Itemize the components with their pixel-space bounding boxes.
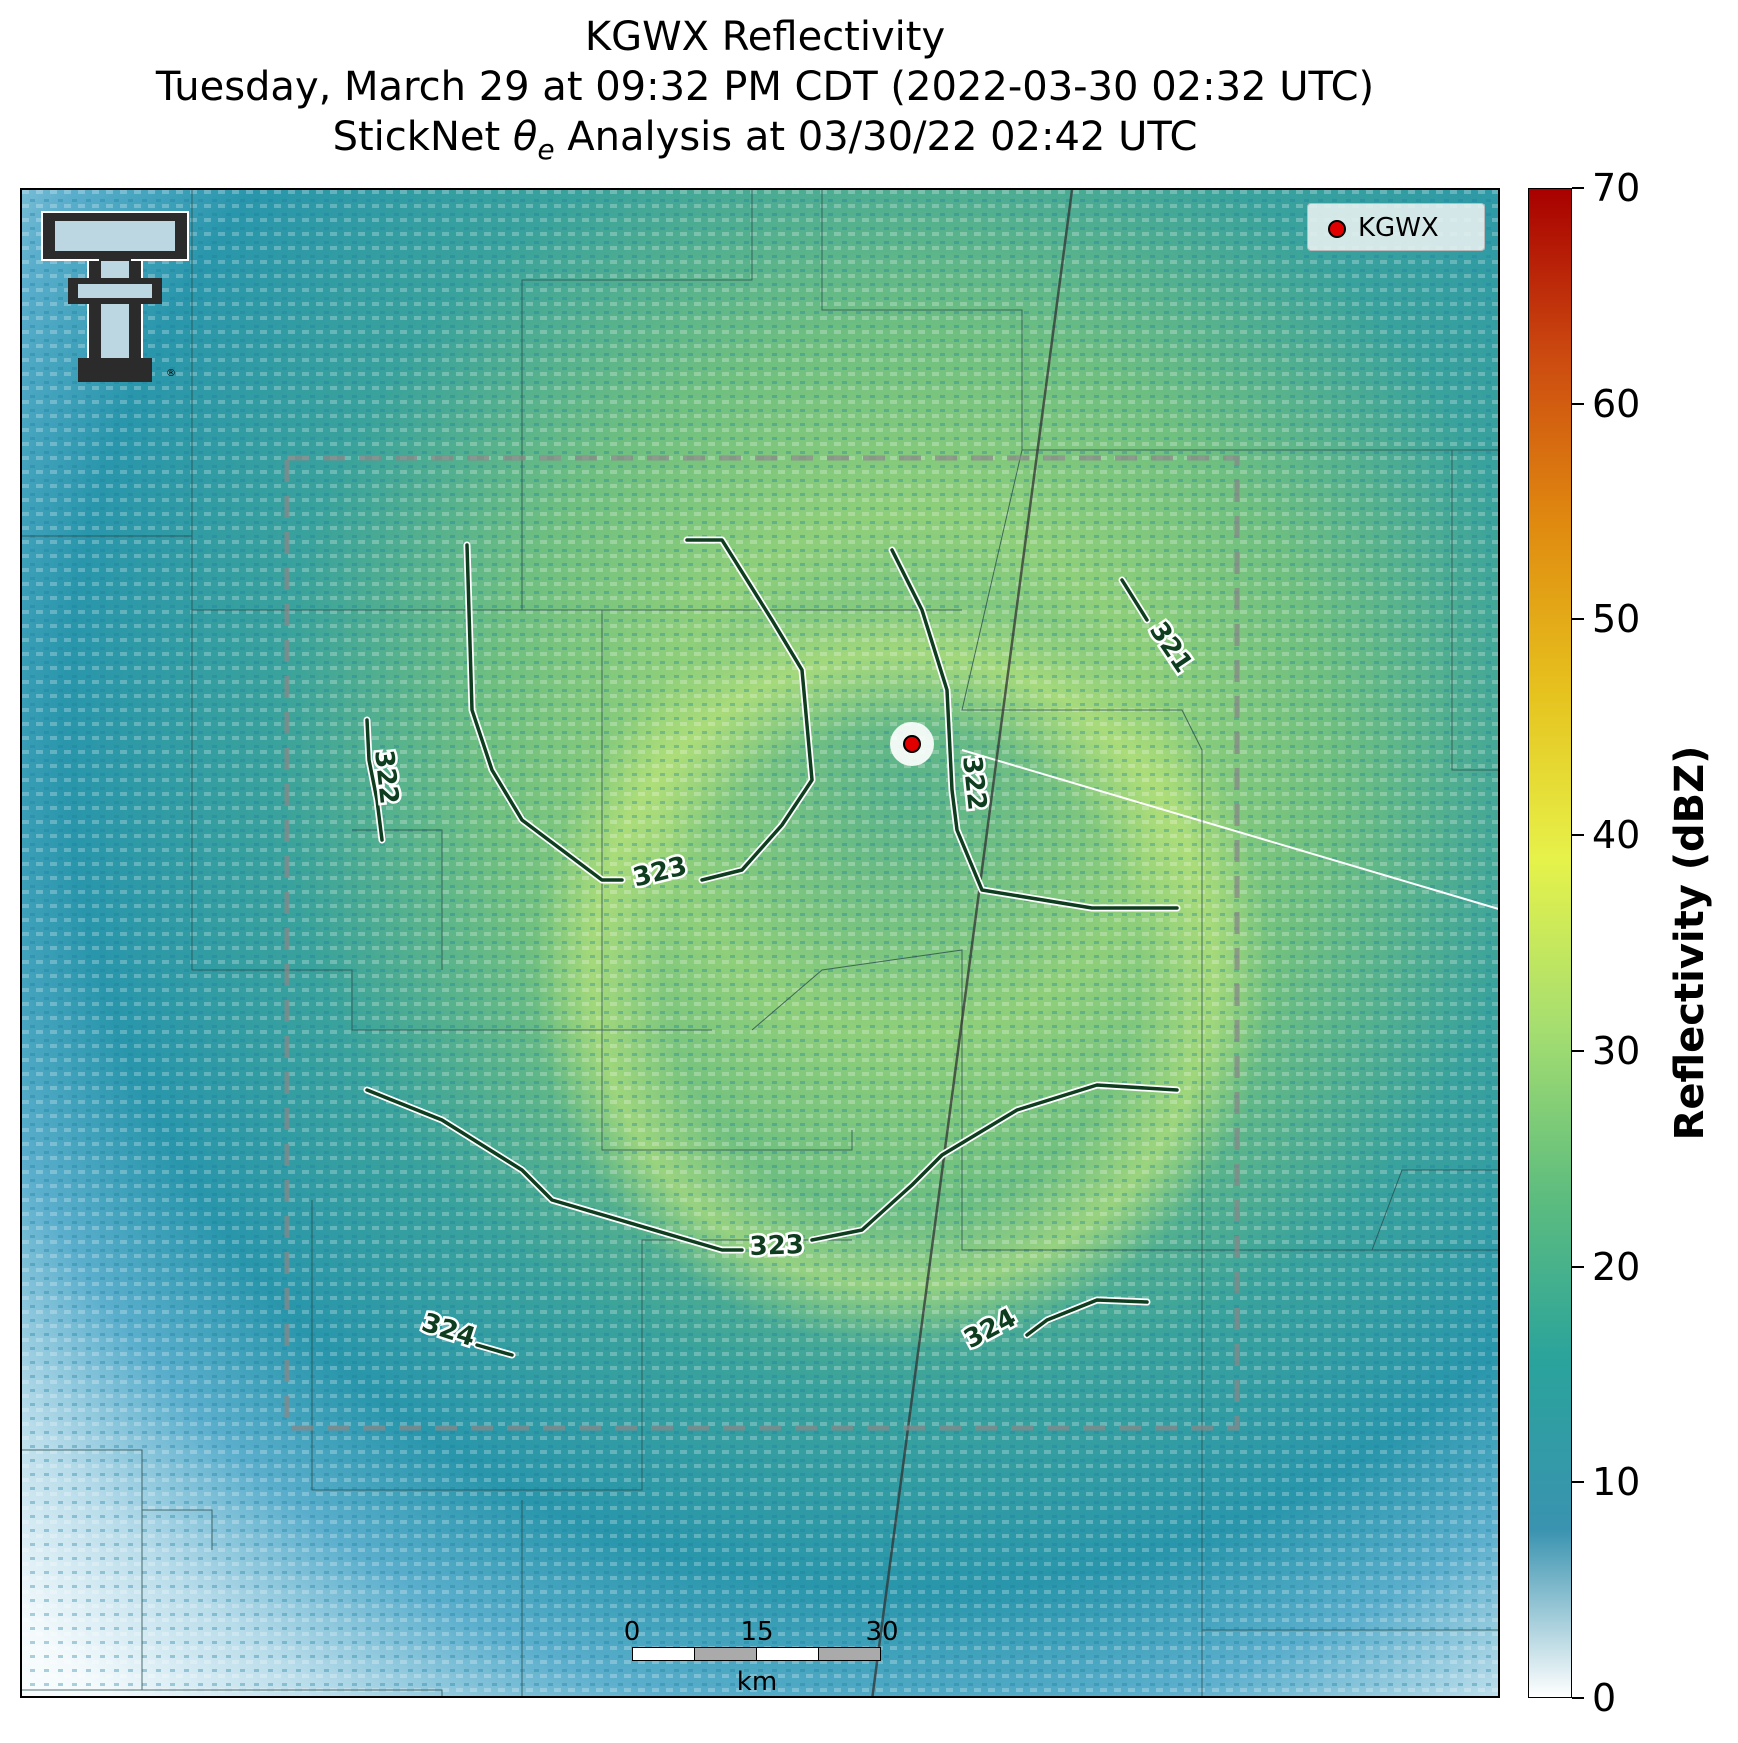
colorbar-tick [1572, 1049, 1584, 1052]
scale-bar-segment [818, 1647, 881, 1661]
theta-e-contours [363, 536, 1181, 1359]
contour-label: 322 [956, 755, 992, 812]
analysis-domain-box [284, 455, 1240, 1431]
scale-bar-label: 30 [865, 1617, 899, 1647]
colorbar-tick-label: 70 [1592, 166, 1641, 210]
colorbar-tick [1572, 618, 1584, 621]
title-line-3: StickNet θe Analysis at 03/30/22 02:42 U… [0, 114, 1530, 173]
title-line-2: Tuesday, March 29 at 09:32 PM CDT (2022-… [155, 64, 1375, 110]
highway-line [871, 190, 1074, 1696]
logo-registered-mark: ® [166, 368, 176, 379]
theta-symbol: θ [512, 114, 538, 160]
double-t-logo-icon: ® [40, 208, 190, 388]
colorbar-tick-label: 30 [1592, 1028, 1641, 1073]
colorbar-label: Reflectivity (dBZ) [1667, 745, 1713, 1141]
map-legend: KGWX [1307, 203, 1485, 251]
legend-label: KGWX [1358, 213, 1439, 243]
colorbar-tick [1572, 1481, 1584, 1484]
scale-bar-unit: km [736, 1667, 778, 1697]
title-line-1: KGWX Reflectivity [584, 14, 946, 60]
title-line-3-prefix: StickNet [332, 114, 513, 160]
radar-map[interactable]: 322 323 322 321 323 324 324 ® [20, 188, 1500, 1698]
scale-bar-segment [694, 1647, 757, 1661]
radar-site-marker [903, 735, 921, 753]
colorbar-tick-label: 60 [1592, 381, 1641, 426]
colorbar-tick-label: 10 [1592, 1460, 1641, 1505]
contour-label: 323 [749, 1230, 804, 1262]
colorbar-tick [1572, 402, 1584, 405]
scale-bar: 0 15 30 km [624, 1617, 899, 1697]
colorbar [1528, 188, 1572, 1698]
scale-bar-label: 15 [740, 1617, 774, 1647]
colorbar-tick-label: 50 [1592, 597, 1641, 642]
radar-site-legend-marker [1328, 220, 1346, 238]
contour-label: 322 [368, 749, 404, 806]
radar-map-canvas: 322 323 322 321 323 324 324 [22, 190, 1498, 1696]
title-line-3-suffix: Analysis at 03/30/22 02:42 UTC [554, 114, 1198, 160]
colorbar-tick [1572, 834, 1584, 837]
colorbar-tick [1572, 1697, 1584, 1699]
county-boundaries [22, 190, 1498, 1696]
scale-bar-label: 0 [623, 1617, 641, 1647]
colorbar-tick [1572, 187, 1584, 189]
reflectivity-texture [22, 190, 1498, 1696]
radial-artifact [961, 749, 1498, 910]
theta-subscript: e [537, 133, 555, 166]
scale-bar-segment [756, 1647, 819, 1661]
colorbar-tick [1572, 1265, 1584, 1268]
scale-bar-segment [632, 1647, 695, 1661]
colorbar-tick-label: 0 [1592, 1676, 1617, 1720]
colorbar-tick-label: 20 [1592, 1244, 1641, 1289]
colorbar-tick-label: 40 [1592, 813, 1641, 858]
